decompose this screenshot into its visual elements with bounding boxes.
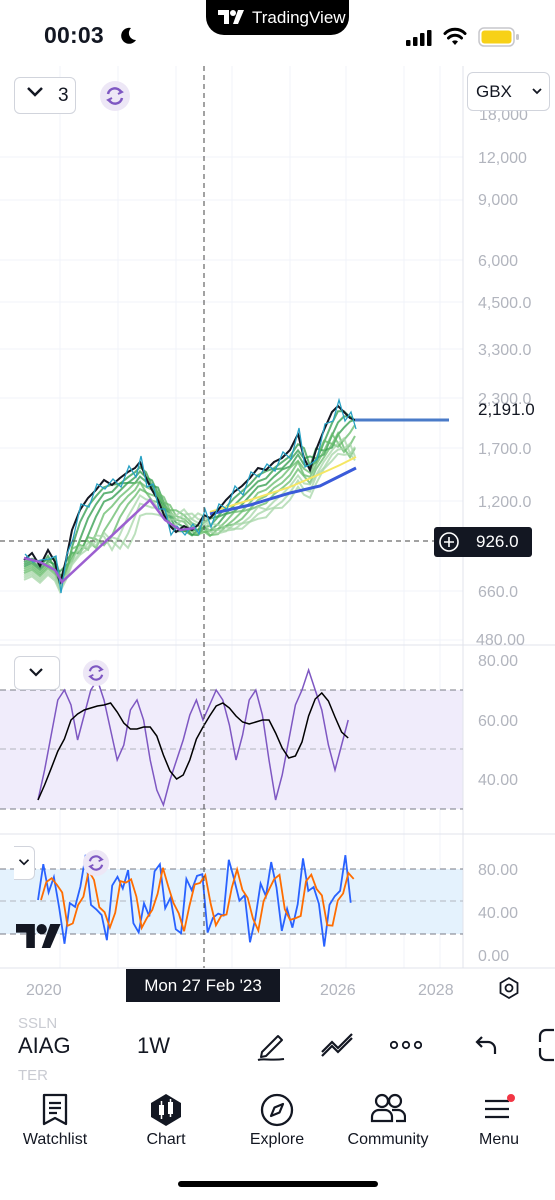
- chevron-down-icon: [18, 859, 30, 866]
- stoch-axis-label: 80.00: [478, 862, 518, 879]
- add-alert-icon[interactable]: [438, 531, 460, 553]
- price-axis-label: 2,300.0: [478, 391, 531, 408]
- crosshair-price-value: 926.0: [476, 532, 519, 551]
- menu-icon: [485, 1094, 515, 1119]
- undo-icon[interactable]: [474, 1034, 498, 1056]
- stoch-axis-label: 0.00: [478, 948, 509, 965]
- nav-explore[interactable]: Explore: [222, 1085, 332, 1155]
- wifi-icon: [443, 27, 467, 45]
- crosshair-price-tag[interactable]: 926.0: [434, 527, 532, 557]
- nav-chart[interactable]: Chart: [111, 1085, 221, 1155]
- sync-icon[interactable]: [82, 659, 110, 687]
- stoch-axis-label: 40.00: [478, 905, 518, 922]
- moon-icon: [121, 27, 136, 44]
- nav-label: Chart: [146, 1131, 186, 1148]
- nav-label: Menu: [478, 1131, 520, 1148]
- currency-label: GBX: [476, 82, 512, 101]
- signal-icon: [406, 30, 432, 46]
- drawing-tools-icon[interactable]: [254, 1028, 288, 1062]
- price-axis-label: 660.0: [478, 584, 518, 601]
- nav-watchlist[interactable]: Watchlist: [0, 1085, 110, 1155]
- moving-average-yellow: [209, 456, 357, 513]
- watchlist-icon: [42, 1093, 68, 1126]
- tradingview-logo-icon: [218, 10, 244, 24]
- price-axis-label: 1,700.0: [478, 441, 531, 458]
- layout-count: 3: [58, 85, 69, 106]
- chevron-down-icon: [532, 88, 542, 95]
- chart-settings-icon[interactable]: [497, 976, 521, 1000]
- sync-icon[interactable]: [82, 849, 110, 877]
- symbol-toolbar: SSLN AIAG TER 1W: [0, 1010, 555, 1085]
- rsi-series: [37, 667, 349, 808]
- currency-selector[interactable]: GBX: [467, 72, 550, 111]
- time-axis-label: 2028: [418, 982, 454, 999]
- home-indicator: [178, 1181, 378, 1187]
- rsi-axis-label: 80.00: [478, 653, 518, 670]
- fullscreen-icon[interactable]: [538, 1028, 555, 1062]
- stoch-d-series: [40, 866, 355, 934]
- next-symbol[interactable]: TER: [18, 1067, 48, 1084]
- time-axis-label: 2020: [26, 982, 62, 999]
- previous-symbol[interactable]: SSLN: [18, 1015, 58, 1032]
- price-axis-label: 9,000: [478, 192, 518, 209]
- app-pill-label: TradingView: [252, 8, 346, 27]
- last-price-label: 2,191.0: [478, 400, 535, 419]
- moving-average-blue: [209, 466, 357, 516]
- layout-button[interactable]: 3: [14, 77, 76, 114]
- nav-label: Explore: [249, 1131, 305, 1148]
- rsi-pane-toggle[interactable]: [14, 656, 60, 690]
- nav-community[interactable]: Community: [333, 1085, 443, 1155]
- price-axis-label: 6,000: [478, 253, 518, 270]
- clock: 00:03: [44, 22, 104, 48]
- compass-icon: [260, 1093, 294, 1127]
- sync-icon[interactable]: [99, 80, 131, 112]
- rsi-ma-series: [37, 691, 349, 801]
- time-axis-label: 2026: [320, 982, 356, 999]
- rsi-axis-label: 40.00: [478, 772, 518, 789]
- horizontal-grid: [0, 156, 463, 641]
- chevron-down-icon: [27, 87, 43, 97]
- price-axis-label: 4,500.0: [478, 295, 531, 312]
- more-icon[interactable]: [390, 1040, 422, 1050]
- price-axis-label: 3,300.0: [478, 342, 531, 359]
- symbol-name[interactable]: AIAG: [18, 1033, 71, 1058]
- chevron-down-icon: [29, 668, 43, 677]
- chart-icon: [151, 1094, 181, 1126]
- price-axis-label: 12,000: [478, 150, 527, 167]
- tradingview-watermark-icon: [16, 924, 61, 948]
- battery-icon: [478, 27, 519, 47]
- nav-label: Community: [347, 1131, 429, 1148]
- bottom-navigation: Watchlist Chart Explore Community Menu: [0, 1085, 555, 1200]
- interval-button[interactable]: 1W: [137, 1033, 170, 1058]
- price-axis-label: 480.00: [476, 632, 525, 649]
- nav-menu[interactable]: Menu: [444, 1085, 554, 1155]
- price-axis-label: 18,000: [479, 107, 528, 124]
- nav-label: Watchlist: [22, 1131, 88, 1148]
- crosshair-date-tag: Mon 27 Feb '23: [126, 969, 280, 1002]
- stoch-k-series: [37, 854, 352, 947]
- rsi-axis-label: 60.00: [478, 713, 518, 730]
- purple-series: [23, 498, 196, 584]
- vertical-grid: [59, 66, 441, 968]
- status-bar: 00:03 TradingView: [0, 0, 555, 66]
- stoch-pane-toggle[interactable]: [14, 846, 35, 880]
- price-axis-label: 1,200.0: [478, 494, 531, 511]
- community-icon: [370, 1093, 406, 1123]
- app-pill[interactable]: TradingView: [206, 0, 349, 35]
- indicators-icon[interactable]: [320, 1032, 356, 1058]
